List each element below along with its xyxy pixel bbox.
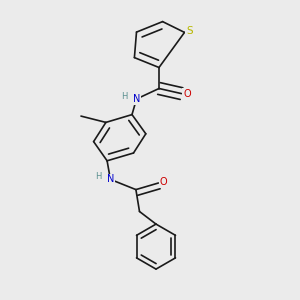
Text: O: O — [160, 177, 168, 187]
Text: N: N — [133, 94, 140, 104]
Text: H: H — [95, 172, 102, 181]
Text: N: N — [107, 174, 114, 184]
Text: S: S — [186, 26, 193, 37]
Text: O: O — [183, 88, 191, 99]
Text: H: H — [121, 92, 128, 101]
